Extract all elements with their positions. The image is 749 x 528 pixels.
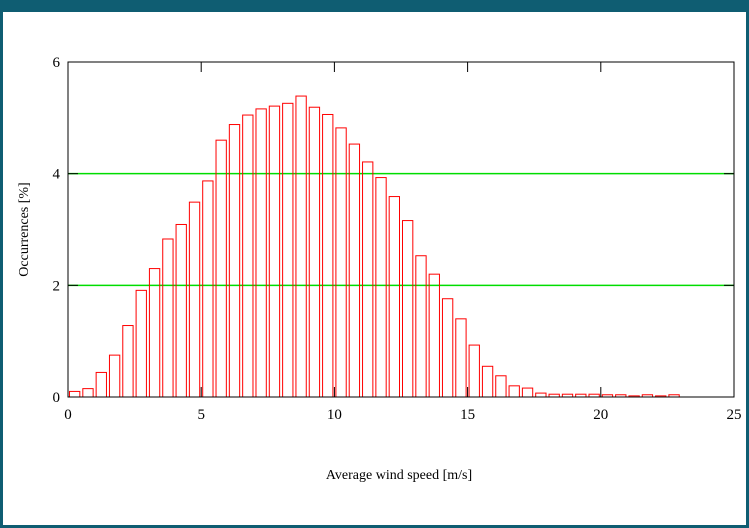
histogram-bar — [162, 238, 174, 398]
histogram-bar — [481, 365, 494, 398]
x-tick-label: 5 — [197, 407, 205, 423]
histogram-bar — [295, 95, 307, 398]
histogram-bar — [375, 177, 387, 398]
y-tick-label: 6 — [53, 55, 61, 71]
histogram-bar — [521, 387, 534, 398]
histogram-bar — [348, 143, 361, 398]
histogram-bar — [95, 371, 107, 398]
x-axis-title: Average wind speed [m/s] — [326, 468, 472, 483]
histogram-bar — [148, 268, 161, 398]
histogram-bar — [242, 114, 254, 398]
histogram-bar — [468, 344, 480, 398]
grid-lines — [68, 172, 734, 287]
histogram-bar — [175, 223, 187, 398]
histogram-bar — [535, 392, 547, 398]
x-tick-labels: 0 5 10 15 20 25 — [64, 407, 741, 423]
histogram-bar — [255, 108, 267, 398]
histogram-bar — [268, 105, 281, 398]
histogram-bar — [441, 298, 454, 398]
histogram-bar — [495, 375, 507, 398]
y-tick-label: 4 — [53, 167, 61, 183]
histogram-bar — [188, 201, 201, 398]
histogram-bar — [282, 102, 294, 398]
histogram-bar — [402, 220, 414, 398]
histogram-bar — [228, 124, 241, 398]
y-tick-label: 2 — [53, 278, 61, 294]
y-axis-title: Occurrences [%] — [17, 182, 32, 276]
histogram-bar — [455, 318, 467, 398]
x-tick-label: 25 — [727, 407, 742, 423]
histogram-bar — [108, 354, 121, 398]
histogram-bar — [215, 139, 227, 398]
x-tick-label: 10 — [327, 407, 342, 423]
x-tick-label: 15 — [460, 407, 475, 423]
histogram-bar — [308, 106, 321, 398]
histogram-bar — [322, 113, 334, 398]
histogram-bar — [362, 161, 374, 398]
x-tick-label: 0 — [64, 407, 72, 423]
histogram-bar — [82, 388, 94, 398]
plot-area-border — [67, 61, 735, 398]
histogram-bar — [135, 289, 147, 398]
histogram-bar — [415, 255, 427, 398]
axis-ticks — [67, 61, 735, 398]
histogram-bar — [122, 325, 134, 398]
histogram-bar — [335, 127, 347, 398]
histogram-bar — [388, 196, 400, 398]
histogram-bars — [69, 95, 680, 398]
y-tick-label: 0 — [53, 390, 61, 406]
histogram-bar — [69, 390, 81, 398]
histogram-bar — [508, 385, 520, 398]
x-tick-label: 20 — [593, 407, 608, 423]
histogram-bar — [202, 180, 214, 398]
y-tick-labels: 0 2 4 6 — [53, 55, 61, 406]
histogram-bar — [428, 273, 440, 398]
